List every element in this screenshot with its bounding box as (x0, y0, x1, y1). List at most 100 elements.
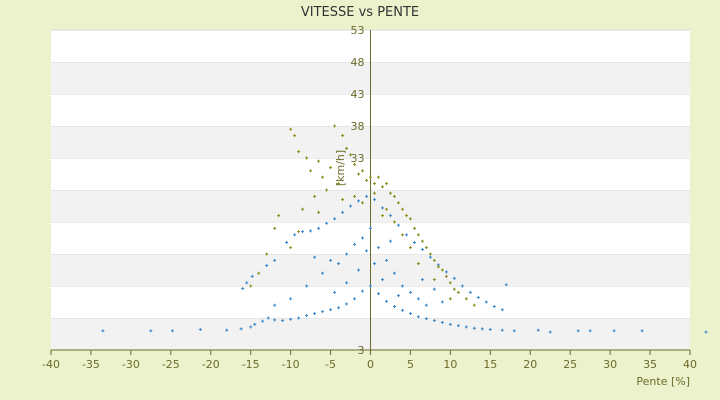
scatter-point (349, 204, 353, 208)
scatter-point (341, 198, 345, 202)
y-tick-label: 38 (351, 120, 365, 133)
scatter-point (404, 214, 408, 218)
scatter-point (333, 124, 337, 128)
scatter-point (297, 316, 301, 320)
scatter-point (277, 214, 281, 218)
scatter-point (408, 290, 412, 294)
scatter-point (436, 265, 440, 269)
scatter-point (448, 281, 452, 285)
scatter-point (376, 175, 380, 179)
scatter-point (313, 255, 317, 259)
scatter-point (329, 166, 333, 170)
x-tick-label: 30 (603, 358, 617, 371)
scatter-point (321, 310, 325, 314)
scatter-point (321, 271, 325, 275)
scatter-point (257, 271, 261, 275)
scatter-point (253, 322, 257, 326)
x-tick-label: -30 (122, 358, 140, 371)
scatter-point (293, 134, 297, 138)
scatter-point (484, 300, 488, 304)
scatter-point (250, 274, 254, 278)
scatter-point (349, 153, 353, 157)
scatter-point (472, 303, 476, 307)
scatter-point (444, 274, 448, 278)
scatter-point (400, 207, 404, 211)
scatter-point (341, 134, 345, 138)
scatter-point (353, 242, 357, 246)
scatter-point (384, 182, 388, 186)
scatter-point (325, 221, 329, 225)
scatter-point (396, 223, 400, 227)
scatter-point (261, 319, 265, 323)
scatter-point (149, 329, 153, 333)
data-points (101, 124, 708, 334)
scatter-point (239, 327, 243, 331)
scatter-point (380, 214, 384, 218)
scatter-point (472, 326, 476, 330)
scatter-point (416, 262, 420, 266)
scatter-point (372, 182, 376, 186)
scatter-point (464, 297, 468, 301)
y-tick-label: 3 (358, 344, 365, 357)
scatter-point (273, 226, 277, 230)
scatter-point (408, 217, 412, 221)
scatter-point (416, 315, 420, 319)
scatter-point (369, 226, 372, 230)
scatter-point (309, 229, 313, 233)
scatter-point (301, 207, 305, 211)
scatter-point (420, 278, 424, 282)
scatter-point (376, 246, 380, 250)
scatter-point (297, 230, 301, 234)
scatter-point (333, 290, 337, 294)
x-tick-label: -15 (242, 358, 260, 371)
scatter-point (369, 284, 372, 288)
x-tick-label: -20 (202, 358, 220, 371)
scatter-point (380, 185, 384, 189)
scatter-point (372, 191, 376, 195)
scatter-point (305, 156, 309, 160)
scatter-point (301, 230, 305, 234)
scatter-point (424, 303, 428, 307)
scatter-point (492, 304, 496, 308)
chart-title: VITESSE vs PENTE (301, 5, 419, 20)
scatter-point (396, 294, 400, 298)
scatter-point (289, 127, 293, 131)
scatter-point (265, 264, 269, 268)
scatter-point (640, 329, 644, 333)
scatter-point (309, 169, 313, 173)
scatter-point (400, 284, 404, 288)
scatter-point (416, 233, 420, 237)
scatter-point (305, 313, 309, 317)
x-tick-label: 0 (367, 358, 374, 371)
scatter-point (456, 324, 460, 328)
scatter-point (380, 278, 384, 282)
scatter-point (456, 290, 460, 294)
scatter-point (384, 207, 388, 211)
scatter-point (337, 182, 341, 186)
x-axis-label: Pente [%] (636, 375, 690, 388)
x-tick-label: -25 (162, 358, 180, 371)
tick-labels: -40 -35 -30 -25 -20 -15 -10 -5 0 5 10 15 20 25 30 35 40 3… (42, 24, 697, 371)
scatter-point (289, 317, 293, 321)
scatter-point (424, 246, 428, 250)
scatter-point (372, 198, 376, 202)
x-tick-label: 35 (643, 358, 657, 371)
x-tick-label: -35 (82, 358, 100, 371)
scatter-point (376, 292, 380, 296)
scatter-point (321, 175, 325, 179)
x-tick-label: 20 (523, 358, 537, 371)
scatter-point (412, 240, 416, 244)
scatter-point (548, 330, 552, 334)
scatter-point (345, 281, 349, 285)
scatter-point (392, 271, 396, 275)
scatter-point (317, 210, 321, 214)
scatter-point (448, 322, 452, 326)
scatter-point (361, 201, 365, 205)
y-tick-label: 53 (351, 24, 365, 37)
x-tick-label: 25 (563, 358, 577, 371)
scatter-point (468, 290, 472, 294)
scatter-point (285, 240, 289, 244)
scatter-point (357, 199, 361, 203)
scatter-point (345, 252, 349, 256)
scatter-point (448, 297, 452, 301)
